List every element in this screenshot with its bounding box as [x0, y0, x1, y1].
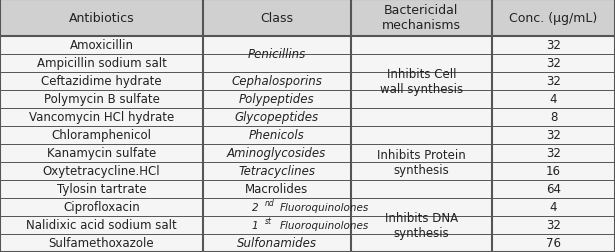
Text: st: st	[264, 216, 271, 225]
Text: Glycopeptides: Glycopeptides	[235, 111, 319, 124]
Text: Penicillins: Penicillins	[248, 48, 306, 61]
Text: Tylosin tartrate: Tylosin tartrate	[57, 183, 146, 196]
Text: Sulfonamides: Sulfonamides	[237, 237, 317, 249]
Text: 32: 32	[546, 39, 561, 52]
FancyBboxPatch shape	[0, 90, 615, 108]
Text: Conc. (μg/mL): Conc. (μg/mL)	[509, 12, 598, 25]
FancyBboxPatch shape	[0, 216, 615, 234]
Text: 64: 64	[546, 183, 561, 196]
Text: Macrolides: Macrolides	[245, 183, 308, 196]
FancyBboxPatch shape	[0, 144, 615, 162]
Text: 32: 32	[546, 218, 561, 232]
FancyBboxPatch shape	[0, 0, 615, 37]
FancyBboxPatch shape	[0, 126, 615, 144]
Text: Inhibits Cell
wall synthesis: Inhibits Cell wall synthesis	[379, 68, 463, 95]
FancyBboxPatch shape	[0, 180, 615, 198]
FancyBboxPatch shape	[0, 37, 615, 54]
Text: 2: 2	[252, 202, 258, 212]
Text: 8: 8	[550, 111, 557, 124]
FancyBboxPatch shape	[0, 73, 615, 90]
FancyBboxPatch shape	[0, 54, 615, 73]
FancyBboxPatch shape	[0, 108, 615, 126]
Text: 4: 4	[550, 93, 557, 106]
Text: Chloramphenicol: Chloramphenicol	[52, 129, 151, 142]
Text: Bactericidal
mechanisms: Bactericidal mechanisms	[382, 4, 461, 32]
Text: Fluoroquinolones: Fluoroquinolones	[280, 220, 369, 230]
Text: Oxytetracycline.HCl: Oxytetracycline.HCl	[42, 165, 161, 178]
Text: Kanamycin sulfate: Kanamycin sulfate	[47, 147, 156, 160]
Text: 76: 76	[546, 237, 561, 249]
Text: Tetracyclines: Tetracyclines	[238, 165, 315, 178]
Text: Phenicols: Phenicols	[249, 129, 304, 142]
Text: Polymycin B sulfate: Polymycin B sulfate	[44, 93, 159, 106]
Text: 1: 1	[252, 220, 258, 230]
Text: Inhibits DNA
synthesis: Inhibits DNA synthesis	[385, 211, 458, 239]
FancyBboxPatch shape	[0, 234, 615, 252]
Text: Antibiotics: Antibiotics	[69, 12, 134, 25]
Text: Polypeptides: Polypeptides	[239, 93, 314, 106]
Text: 32: 32	[546, 147, 561, 160]
FancyBboxPatch shape	[0, 198, 615, 216]
Text: 16: 16	[546, 165, 561, 178]
Text: 32: 32	[546, 75, 561, 88]
Text: Class: Class	[260, 12, 293, 25]
Text: Ampicillin sodium salt: Ampicillin sodium salt	[36, 57, 167, 70]
Text: Ciprofloxacin: Ciprofloxacin	[63, 201, 140, 214]
Text: Fluoroquinolones: Fluoroquinolones	[280, 202, 369, 212]
Text: nd: nd	[264, 198, 274, 207]
Text: Aminoglycosides: Aminoglycosides	[227, 147, 327, 160]
Text: Ceftazidime hydrate: Ceftazidime hydrate	[41, 75, 162, 88]
Text: Sulfamethoxazole: Sulfamethoxazole	[49, 237, 154, 249]
Text: 32: 32	[546, 57, 561, 70]
Text: 32: 32	[546, 129, 561, 142]
Text: Cephalosporins: Cephalosporins	[231, 75, 322, 88]
Text: Nalidixic acid sodium salt: Nalidixic acid sodium salt	[26, 218, 177, 232]
Text: Inhibits Protein
synthesis: Inhibits Protein synthesis	[377, 148, 466, 176]
FancyBboxPatch shape	[0, 162, 615, 180]
Text: Amoxicillin: Amoxicillin	[69, 39, 133, 52]
Text: 4: 4	[550, 201, 557, 214]
Text: Vancomycin HCl hydrate: Vancomycin HCl hydrate	[29, 111, 174, 124]
